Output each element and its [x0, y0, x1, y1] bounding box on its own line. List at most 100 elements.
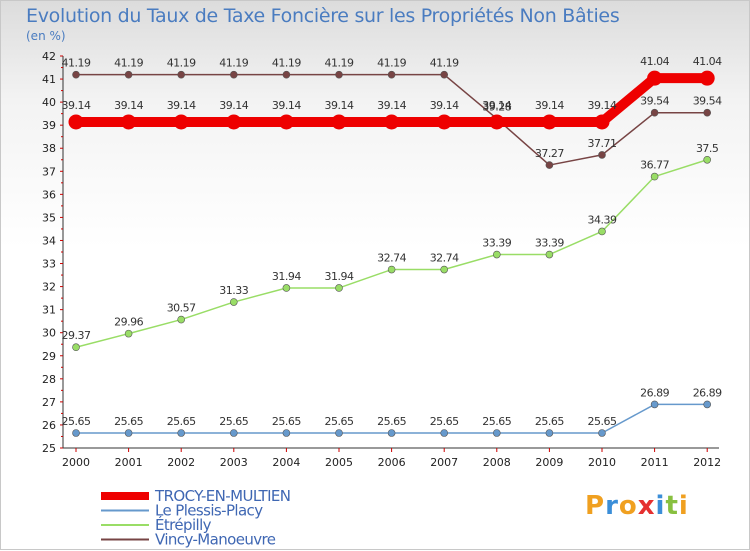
- logo-letter: t: [665, 491, 679, 521]
- y-tick-label: 34: [42, 234, 56, 247]
- series-point-3: [177, 70, 185, 79]
- data-label: 37.5: [696, 142, 719, 155]
- y-tick-label: 33: [42, 258, 56, 271]
- series-point-0: [436, 114, 452, 130]
- y-tick-label: 39: [42, 119, 56, 132]
- logo-letter: i: [678, 491, 689, 521]
- series-point-1: [545, 429, 554, 437]
- series-point-2: [545, 250, 554, 259]
- data-label: 37.71: [588, 137, 617, 150]
- logo-letter: r: [605, 491, 619, 521]
- series-point-0: [226, 114, 242, 130]
- series-point-2: [703, 155, 712, 164]
- data-label: 34.39: [588, 213, 617, 226]
- x-tick-label: 2011: [641, 456, 669, 469]
- x-tick-label: 2006: [378, 456, 406, 469]
- series-point-3: [703, 108, 712, 117]
- data-label: 41.19: [325, 57, 354, 70]
- series-point-2: [492, 250, 501, 259]
- y-tick-label: 25: [42, 442, 56, 455]
- y-axis-unit-label: (en %): [26, 29, 66, 43]
- data-label: 39.14: [377, 99, 406, 112]
- data-label: 39.14: [482, 99, 511, 112]
- logo-letter: i: [655, 491, 666, 521]
- series-point-3: [282, 70, 291, 79]
- legend-label: Vincy-Manoeuvre: [155, 531, 276, 549]
- legend-label: TROCY-EN-MULTIEN: [154, 487, 290, 505]
- y-tick-label: 37: [42, 165, 56, 178]
- data-label: 25.65: [588, 415, 617, 428]
- series-point-0: [121, 114, 137, 130]
- data-label: 29.37: [62, 329, 91, 342]
- y-tick-label: 32: [42, 281, 56, 294]
- data-label: 39.14: [588, 99, 617, 112]
- series-point-2: [230, 298, 238, 306]
- series-point-0: [331, 114, 347, 130]
- series-point-2: [650, 172, 659, 181]
- y-tick-label: 36: [42, 188, 56, 201]
- series-point-0: [278, 114, 294, 130]
- data-label: 31.94: [325, 270, 354, 283]
- data-label: 25.65: [535, 415, 564, 428]
- series-point-2: [387, 265, 396, 274]
- data-label: 39.14: [272, 99, 301, 112]
- series-point-0: [489, 114, 505, 130]
- series-point-0: [541, 114, 557, 130]
- series-point-3: [335, 70, 343, 79]
- y-tick-label: 38: [42, 142, 56, 155]
- proxiti-logo: Proxiti: [585, 491, 689, 521]
- series-point-1: [598, 429, 606, 437]
- series-point-2: [440, 265, 449, 274]
- data-label: 41.19: [114, 57, 143, 70]
- series-point-2: [177, 315, 185, 324]
- series-point-1: [650, 400, 659, 409]
- data-label: 25.65: [430, 415, 459, 428]
- data-label: 29.96: [114, 316, 143, 329]
- data-label: 32.74: [430, 252, 459, 265]
- data-label: 39.54: [640, 95, 669, 108]
- series-point-0: [647, 70, 663, 86]
- y-tick-label: 42: [42, 50, 56, 63]
- x-tick-label: 2009: [535, 456, 563, 469]
- series-point-1: [387, 429, 396, 437]
- x-tick-label: 2004: [272, 456, 300, 469]
- series-point-2: [335, 284, 343, 292]
- data-label: 39.28: [482, 101, 511, 114]
- data-label: 25.65: [325, 415, 354, 428]
- x-tick-label: 2012: [693, 456, 721, 469]
- data-label: 25.65: [272, 415, 301, 428]
- x-tick-label: 2008: [483, 456, 511, 469]
- chart-title: Evolution du Taux de Taxe Foncière sur l…: [26, 5, 620, 27]
- series-point-2: [598, 227, 606, 236]
- series-point-0: [384, 114, 400, 130]
- x-tick-label: 2000: [62, 456, 90, 469]
- legend-label: Le Plessis-Placy: [155, 502, 263, 520]
- y-tick-label: 28: [42, 373, 56, 386]
- series-point-1: [440, 429, 449, 437]
- series-point-3: [545, 161, 554, 169]
- data-label: 39.14: [219, 99, 248, 112]
- data-label: 39.14: [114, 99, 143, 112]
- y-tick-label: 30: [42, 327, 56, 340]
- y-tick-label: 40: [42, 96, 56, 109]
- series-point-2: [72, 343, 80, 352]
- data-label: 39.14: [325, 99, 354, 112]
- series-point-0: [699, 70, 715, 86]
- series-point-1: [177, 429, 185, 437]
- data-label: 25.65: [62, 415, 91, 428]
- series-point-0: [68, 114, 84, 130]
- series-point-1: [124, 429, 133, 437]
- data-label: 41.04: [693, 55, 722, 68]
- data-label: 30.57: [167, 302, 196, 315]
- y-tick-label: 41: [42, 73, 56, 86]
- data-label: 26.89: [693, 386, 722, 399]
- series-point-3: [650, 108, 659, 117]
- series-point-3: [124, 70, 133, 79]
- data-label: 25.65: [114, 415, 143, 428]
- x-tick-label: 2010: [588, 456, 616, 469]
- logo-letter: x: [637, 491, 656, 521]
- legend-label: Étrépilly: [155, 515, 212, 534]
- data-label: 25.65: [167, 415, 196, 428]
